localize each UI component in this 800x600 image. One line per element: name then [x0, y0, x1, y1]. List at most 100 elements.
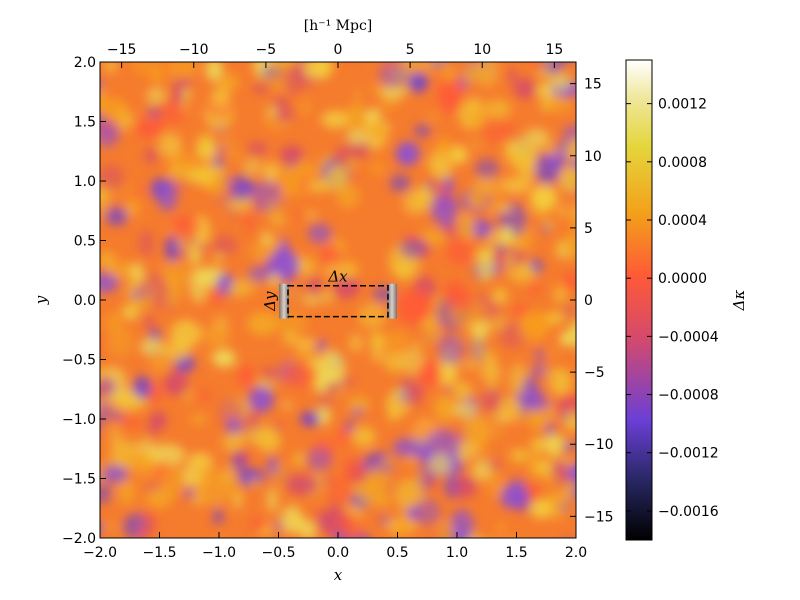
- colorbar-ticks: 0.0012 0.0008 0.0004 0.0000 −0.0004 −0.0008 −0…: [626, 97, 719, 520]
- field-blob: [196, 132, 215, 157]
- field-blob: [143, 316, 155, 327]
- field-blob: [138, 230, 154, 257]
- top-tick-label: −15: [107, 42, 137, 58]
- y-tick-label: −1.5: [62, 472, 96, 488]
- field-blob: [188, 268, 209, 303]
- field-blob: [120, 303, 140, 317]
- top-tick-label: 15: [545, 42, 563, 58]
- field-blob: [564, 137, 576, 161]
- field-blob: [487, 540, 500, 553]
- field-blob: [300, 99, 311, 115]
- x-tick-label: 0.5: [386, 545, 408, 561]
- field-blob: [537, 69, 551, 77]
- x-tick-label: −1.5: [143, 545, 177, 561]
- field-blob: [100, 187, 106, 206]
- right-tick-label: 15: [584, 77, 602, 93]
- field-blob: [384, 351, 408, 373]
- field-blob: [518, 310, 550, 341]
- axis-ticks: −2.0 −1.5 −1.0 −0.5 0.0 0.5 1.0 1.5 2.0 −2.0 −1.5 −…: [62, 42, 614, 561]
- field-blob: [229, 174, 253, 202]
- field-blob: [100, 374, 114, 398]
- field-blob: [294, 211, 303, 219]
- field-blob: [228, 279, 252, 298]
- field-blob: [477, 248, 495, 282]
- top-tick-label: 10: [473, 42, 491, 58]
- dashed-separation-box: [287, 284, 389, 318]
- field-blob: [499, 176, 533, 194]
- top-tick-label: 5: [406, 42, 415, 58]
- field-blob: [322, 261, 356, 279]
- field-blob: [193, 388, 213, 402]
- field-blob: [379, 85, 406, 101]
- colorbar-tick-label: −0.0012: [658, 446, 719, 462]
- field-blob: [112, 396, 126, 406]
- field-blob: [138, 528, 152, 538]
- field-blob: [152, 99, 183, 127]
- field-blob: [550, 348, 558, 357]
- field-blob: [430, 195, 459, 226]
- field-blob: [399, 348, 425, 373]
- field-blob: [369, 159, 386, 176]
- field-blob: [168, 217, 204, 239]
- field-blob: [269, 213, 287, 228]
- field-blob: [247, 266, 273, 282]
- field-blob: [541, 224, 552, 233]
- field-blob: [493, 426, 503, 437]
- field-blob: [552, 436, 570, 450]
- field-blob: [160, 464, 184, 498]
- field-blob: [203, 468, 214, 480]
- field-blob: [215, 253, 223, 264]
- field-blob: [491, 287, 509, 305]
- y-tick-label: 0.5: [74, 234, 96, 250]
- field-blob: [369, 84, 385, 95]
- field-blob: [156, 179, 178, 212]
- field-blob: [569, 322, 576, 344]
- field-blob: [212, 508, 224, 525]
- field-blob: [146, 87, 166, 105]
- field-blob: [534, 350, 545, 359]
- field-blob: [183, 388, 195, 403]
- top-tick-label: −10: [179, 42, 209, 58]
- field-blob: [330, 500, 341, 513]
- field-blob: [300, 257, 316, 277]
- field-blob: [282, 401, 292, 410]
- right-tick-label: −10: [584, 437, 614, 453]
- field-blob: [295, 336, 315, 353]
- field-blob: [225, 416, 243, 436]
- field-blob: [544, 367, 554, 376]
- field-blob: [228, 149, 242, 161]
- field-blob: [100, 482, 113, 505]
- field-blob: [217, 114, 234, 124]
- field-blob: [426, 157, 440, 173]
- field-blob: [475, 323, 483, 337]
- field-blob: [205, 62, 223, 82]
- field-blob: [230, 452, 246, 473]
- field-blob: [311, 516, 318, 530]
- field-blob: [119, 414, 143, 430]
- field-blob: [249, 517, 268, 531]
- field-blob: [548, 95, 571, 114]
- field-blob: [509, 448, 530, 463]
- y-tick-label: −1.0: [62, 412, 96, 428]
- field-blob: [503, 140, 527, 159]
- field-blob: [347, 62, 356, 66]
- field-blob: [100, 272, 119, 293]
- field-blob: [208, 178, 227, 196]
- field-blob: [103, 522, 119, 531]
- field-blob: [105, 62, 117, 73]
- field-blob: [378, 97, 399, 112]
- field-blob: [271, 62, 300, 69]
- field-blob: [530, 499, 552, 519]
- field-blob: [569, 62, 575, 63]
- field-blob: [271, 235, 282, 251]
- field-blob: [500, 204, 512, 214]
- colorbar-gradient: [625, 59, 653, 541]
- field-blob: [336, 184, 360, 209]
- field-blob: [134, 292, 154, 311]
- field-blob: [443, 384, 453, 396]
- field-blob: [436, 136, 453, 159]
- field-blob: [430, 62, 444, 67]
- field-blob: [346, 130, 367, 145]
- field-blob: [307, 447, 332, 472]
- delta-y-band-right: [387, 283, 397, 319]
